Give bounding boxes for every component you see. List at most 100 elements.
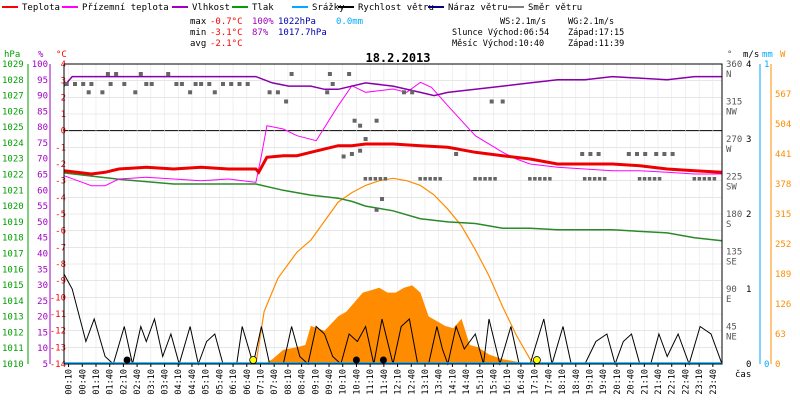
wind-dir-point bbox=[588, 152, 593, 156]
tick-temp-15: -11 bbox=[50, 310, 66, 320]
ws-text: WS:2.1m/s bbox=[500, 17, 546, 27]
tick-temp-3: 1 bbox=[61, 110, 66, 120]
sun-moon-block: WS:2.1m/s WG:2.1m/s Slunce Východ:06:54 … bbox=[452, 17, 624, 49]
stat-min-label: min bbox=[190, 28, 206, 38]
tick-dirlbl-0: N bbox=[726, 70, 731, 80]
time-axis: 00:10 00:40 01:10 01:40 02:10 02:40 03:10 03:40… bbox=[65, 364, 719, 395]
tick-temp-6: -2 bbox=[55, 160, 66, 170]
tick-hpa-1: 1028 bbox=[2, 76, 24, 86]
series-max-solar bbox=[255, 177, 536, 365]
wind-dir-point bbox=[402, 90, 406, 95]
wind-dir-point bbox=[363, 137, 368, 141]
tick-hpa-8: 1021 bbox=[2, 186, 24, 196]
wind-dir-point bbox=[587, 177, 592, 181]
stat-min-press: 1017.7hPa bbox=[278, 28, 327, 38]
wind-dir-point bbox=[592, 177, 597, 181]
tick-dir-4: 180 bbox=[726, 210, 742, 220]
tick-pct-11: 45 bbox=[37, 234, 48, 244]
wind-dir-point bbox=[289, 72, 294, 76]
wind-dir-point bbox=[275, 90, 280, 95]
tick-w-8: 63 bbox=[775, 330, 786, 340]
tick-hpa-19: 1010 bbox=[2, 360, 24, 370]
wind-dir-point bbox=[64, 82, 69, 86]
series-temperature bbox=[63, 142, 723, 176]
tick-x-0: 00:10 bbox=[65, 369, 75, 395]
tick-x-15: 07:40 bbox=[270, 369, 280, 395]
wind-dir-point bbox=[635, 152, 639, 156]
series-pressure bbox=[63, 172, 723, 242]
legend-label-6: Náraz větru bbox=[448, 3, 508, 13]
chart-title: 18.2.2013 bbox=[365, 51, 430, 65]
legend-label-0: Teplota bbox=[22, 3, 60, 13]
tick-x-41: 20:40 bbox=[627, 369, 637, 395]
stat-avg-label: avg bbox=[190, 39, 206, 49]
tick-dirlbl-5: SE bbox=[726, 258, 737, 268]
wind-dir-point bbox=[73, 82, 77, 86]
tick-x-10: 05:10 bbox=[202, 369, 212, 395]
wind-dir-point bbox=[199, 82, 204, 86]
tick-hpa-18: 1011 bbox=[2, 344, 24, 354]
wind-dir-point bbox=[105, 72, 110, 76]
wind-dir-point bbox=[597, 177, 602, 181]
stat-max-label: max bbox=[190, 17, 207, 27]
unit-temp: °C bbox=[56, 50, 67, 60]
wind-dir-point bbox=[212, 90, 217, 95]
tick-pct-16: 20 bbox=[37, 313, 48, 323]
legend-label-7: Směr větru bbox=[528, 3, 582, 13]
tick-pct-7: 65 bbox=[37, 171, 48, 181]
tick-hpa-7: 1022 bbox=[2, 171, 24, 181]
wind-dir-point bbox=[712, 177, 717, 181]
tick-ms-2: 2 bbox=[746, 210, 751, 220]
tick-x-5: 02:40 bbox=[133, 369, 143, 395]
wind-dir-point bbox=[428, 177, 432, 181]
wind-dir-point bbox=[174, 82, 179, 86]
tick-x-7: 03:40 bbox=[161, 369, 171, 395]
axis-units: hPa % °C ° m/s mm W čas bbox=[4, 50, 786, 380]
tick-x-8: 04:10 bbox=[174, 369, 184, 395]
tick-x-6: 03:10 bbox=[147, 369, 157, 395]
tick-dirlbl-3: SW bbox=[726, 183, 737, 193]
wind-dir-point bbox=[374, 118, 379, 123]
tick-x-18: 09:10 bbox=[311, 369, 321, 395]
legend-label-1: Přízemní teplota bbox=[82, 3, 169, 13]
wind-dir-point bbox=[166, 72, 171, 76]
unit-w: W bbox=[780, 50, 786, 60]
tick-temp-2: 2 bbox=[61, 93, 66, 103]
tick-hpa-5: 1024 bbox=[2, 139, 24, 149]
stat-max-rain: 0.0mm bbox=[336, 17, 363, 27]
tick-x-28: 14:10 bbox=[448, 369, 458, 395]
wind-dir-point bbox=[347, 72, 352, 76]
wind-dir-point bbox=[358, 123, 363, 128]
wind-dir-point bbox=[114, 72, 119, 76]
tick-x-32: 16:10 bbox=[503, 369, 513, 395]
wind-dir-point bbox=[373, 177, 378, 181]
wg-text: WG:2.1m/s bbox=[568, 17, 614, 27]
tick-x-38: 19:10 bbox=[585, 369, 595, 395]
tick-temp-0: 4 bbox=[61, 60, 66, 70]
sunrise-text: Slunce Východ:06:54 bbox=[452, 28, 549, 38]
wind-dir-point bbox=[352, 118, 357, 123]
tick-x-35: 17:40 bbox=[544, 369, 554, 395]
tick-dir-6: 90 bbox=[726, 285, 737, 295]
wind-dir-point bbox=[596, 152, 601, 156]
wind-dir-point bbox=[528, 177, 532, 181]
tick-pct-8: 60 bbox=[37, 186, 48, 196]
tick-w-7: 126 bbox=[775, 300, 791, 310]
wind-dir-point bbox=[423, 177, 427, 181]
wind-dir-point bbox=[473, 177, 477, 181]
wind-dir-point bbox=[245, 82, 250, 86]
moonset-text: Západ:11:39 bbox=[568, 39, 624, 49]
legend-label-4: Srážky bbox=[312, 3, 345, 13]
wind-dir-point bbox=[207, 82, 212, 86]
wind-dir-point bbox=[642, 177, 647, 181]
wind-dir-point bbox=[580, 152, 585, 156]
tick-x-1: 00:40 bbox=[78, 369, 88, 395]
tick-hpa-11: 1018 bbox=[2, 234, 24, 244]
tick-temp-9: -5 bbox=[55, 210, 66, 220]
tick-ms-3: 1 bbox=[746, 285, 751, 295]
sunrise-marker bbox=[249, 356, 258, 364]
tick-dir-0: 360 bbox=[726, 60, 742, 70]
tick-dirlbl-2: W bbox=[726, 145, 732, 155]
tick-w-5: 252 bbox=[775, 240, 791, 250]
